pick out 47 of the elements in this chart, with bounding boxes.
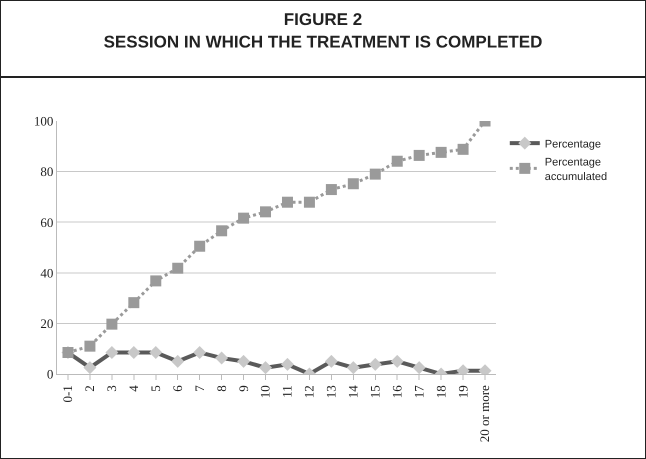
x-tick-label: 4 xyxy=(126,384,142,392)
point xyxy=(348,178,359,190)
point xyxy=(194,240,206,252)
x-tick-label: 14 xyxy=(346,384,361,398)
point xyxy=(172,262,184,274)
legend-label: Percentage accumulated xyxy=(544,156,608,183)
x-tick-label: 17 xyxy=(411,384,426,398)
x-tick-label: 20 or more xyxy=(477,384,492,442)
point xyxy=(106,318,118,330)
x-tick-label: 11 xyxy=(280,385,295,398)
point xyxy=(414,150,425,161)
x-tick-label: 2 xyxy=(82,385,98,392)
point xyxy=(216,225,228,236)
point xyxy=(238,212,250,224)
x-tick-label: 15 xyxy=(368,385,383,398)
point xyxy=(150,275,162,286)
point xyxy=(304,196,315,208)
x-tick-label: 5 xyxy=(148,385,164,392)
chart-title: FIGURE 2 SESSION IN WHICH THE TREATMENT IS COMPLETED xyxy=(104,10,542,52)
point xyxy=(370,168,381,180)
point xyxy=(436,146,447,158)
point xyxy=(326,184,337,196)
point xyxy=(458,144,469,155)
point xyxy=(392,156,403,167)
x-tick-label: 19 xyxy=(455,385,470,398)
x-tick-label: 12 xyxy=(302,385,317,398)
x-tick-label: 7 xyxy=(192,384,207,392)
point xyxy=(282,196,293,208)
x-tick-label: 9 xyxy=(236,385,251,392)
y-tick-label: 20 xyxy=(40,316,54,331)
x-tick-label: 8 xyxy=(214,385,229,392)
x-tick-label: 0-1 xyxy=(60,385,76,403)
x-tick-label: 10 xyxy=(258,385,273,398)
y-tick-label: 100 xyxy=(34,114,54,129)
y-tick-label: 40 xyxy=(40,265,54,280)
x-tick-label: 6 xyxy=(170,384,185,392)
x-tick-label: 18 xyxy=(433,385,448,398)
point xyxy=(84,340,96,352)
y-tick-label: 80 xyxy=(40,164,54,180)
x-tick-label: 3 xyxy=(104,385,120,392)
point xyxy=(260,206,272,218)
x-tick-label: 16 xyxy=(389,384,404,398)
y-tick-label: 60 xyxy=(40,214,54,230)
legend-label: Percentage xyxy=(544,138,602,150)
point xyxy=(128,297,140,308)
x-tick-label: 13 xyxy=(324,385,339,398)
y-tick-label: 0 xyxy=(46,366,54,382)
